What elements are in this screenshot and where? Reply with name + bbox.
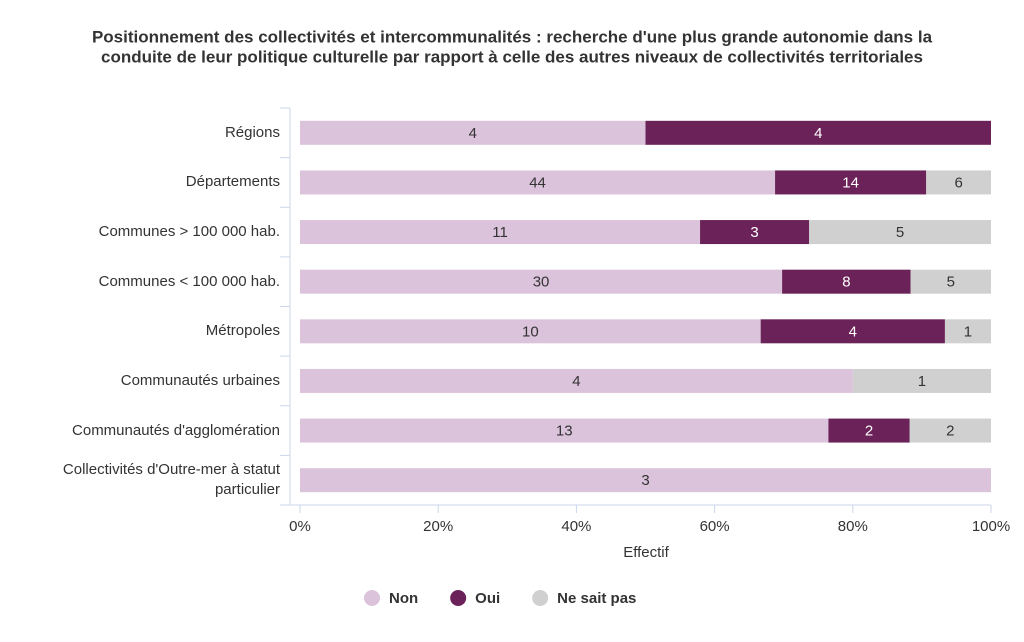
bar-segment <box>926 170 991 195</box>
data-label: 4 <box>572 373 580 390</box>
x-axis-label: Effectif <box>623 544 669 561</box>
data-label: 11 <box>492 224 508 241</box>
y-tick-label: Communes < 100 000 hab. <box>98 272 280 290</box>
bar-segment <box>300 120 646 145</box>
data-label: 2 <box>946 423 954 440</box>
x-tick-label: 40% <box>561 518 591 535</box>
y-tick-label: Communautés d'agglomération <box>72 421 280 439</box>
y-tick-label: Communes > 100 000 hab. <box>98 223 280 241</box>
x-tick-label: 0% <box>289 518 311 535</box>
data-label: 14 <box>842 174 859 191</box>
bar-segment <box>300 319 761 344</box>
x-tick-label: 20% <box>423 518 453 535</box>
data-label: 8 <box>842 274 850 291</box>
legend-marker <box>364 590 380 606</box>
x-tick-label: 60% <box>700 518 730 535</box>
bar-segment <box>300 269 783 294</box>
bar-segment <box>760 319 945 344</box>
y-tick-label: Communautés urbaines <box>120 371 280 389</box>
bar-segment <box>300 418 829 443</box>
x-tick-label: 80% <box>838 518 868 535</box>
bar-segment <box>909 418 991 443</box>
legend-label: Oui <box>475 590 500 607</box>
data-label: 2 <box>865 423 873 440</box>
bar-segment <box>300 368 853 393</box>
bar-segment <box>944 319 991 344</box>
data-label: 13 <box>556 423 573 440</box>
y-tick-label: Métropoles <box>205 322 280 340</box>
data-label: 1 <box>918 373 926 390</box>
y-tick-label: Régions <box>224 123 280 141</box>
data-label: 5 <box>947 274 955 291</box>
y-tick-label: Départements <box>185 173 280 191</box>
x-tick-label: 100% <box>972 518 1010 535</box>
data-label: 4 <box>814 125 822 142</box>
bar-segment <box>300 170 776 195</box>
data-label: 3 <box>750 224 758 241</box>
legend-label: Non <box>389 590 418 607</box>
legend-label: Ne sait pas <box>557 590 636 607</box>
data-label: 5 <box>896 224 904 241</box>
y-tick-label: Collectivités d'Outre-mer à statut parti… <box>62 461 280 499</box>
bar-segment <box>809 220 991 245</box>
chart-title-line-2: conduite de leur politique culturelle pa… <box>101 47 923 66</box>
legend-marker <box>450 590 467 606</box>
bar-segment <box>775 170 927 195</box>
bar-segment <box>300 220 701 245</box>
data-label: 10 <box>522 323 539 340</box>
data-label: 1 <box>964 323 972 340</box>
data-label: 30 <box>533 274 550 291</box>
bar-segment <box>300 468 991 493</box>
bar-segment <box>782 269 911 294</box>
bar-segment <box>645 120 991 145</box>
data-label: 4 <box>469 125 477 142</box>
legend-marker <box>532 590 549 606</box>
bar-segment <box>852 368 991 393</box>
chart-title: Positionnement des collectivités et inte… <box>92 27 933 46</box>
bar-segment <box>910 269 991 294</box>
bar-segment <box>828 418 910 443</box>
data-label: 4 <box>849 323 857 340</box>
bar-segment <box>700 220 810 245</box>
data-label: 3 <box>641 472 649 489</box>
data-label: 6 <box>954 174 962 191</box>
data-label: 44 <box>529 174 546 191</box>
